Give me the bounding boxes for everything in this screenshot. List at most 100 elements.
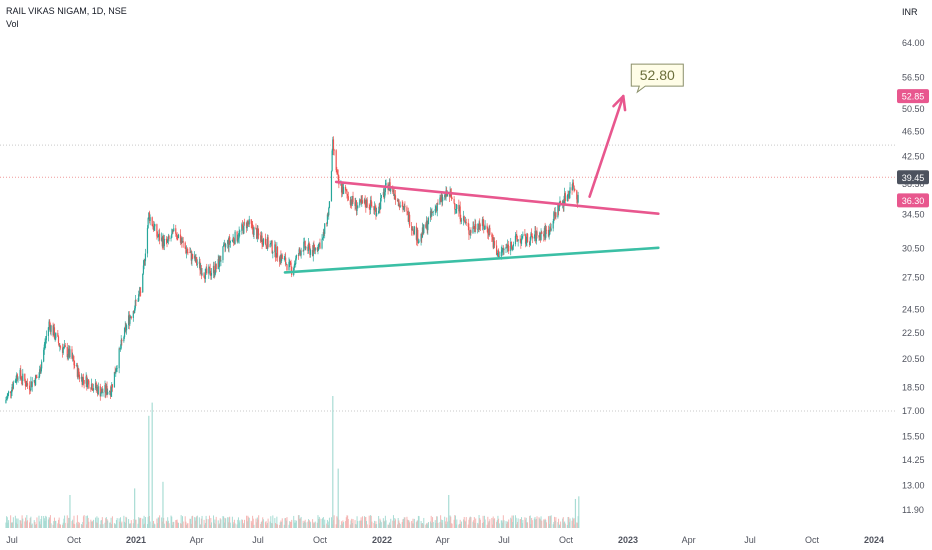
candle-body: [337, 174, 339, 180]
volume-bar: [101, 517, 103, 528]
volume-bar: [236, 524, 238, 528]
target-callout[interactable]: [630, 63, 684, 94]
candle-body: [317, 249, 319, 251]
volume-bar: [247, 515, 249, 528]
volume-bar: [33, 520, 35, 528]
candle-body: [118, 348, 120, 369]
volume-bar: [210, 518, 212, 528]
candle-body: [101, 389, 103, 394]
candle-body: [314, 247, 316, 251]
candle-layer: [5, 136, 579, 404]
candle-body: [492, 239, 494, 248]
volume-bar: [186, 524, 188, 528]
resistance-trendline[interactable]: [334, 180, 660, 216]
candle-body: [335, 150, 337, 171]
candle-body: [369, 200, 372, 210]
candle-body: [543, 227, 546, 237]
candle-body: [78, 374, 80, 379]
volume-indicator-label: Vol: [6, 19, 19, 29]
candle-body: [261, 235, 263, 245]
volume-bar: [105, 517, 107, 528]
volume-bar: [451, 523, 453, 528]
time-axis[interactable]: Jul Oct 2021 Apr Jul Oct 2022 Apr Jul Oct 2023 Apr J…: [6, 535, 884, 545]
candle-body: [371, 205, 373, 207]
volume-bar: [399, 522, 401, 528]
volume-bar: [26, 515, 28, 528]
candle-body: [279, 255, 281, 262]
volume-bar: [550, 515, 552, 528]
volume-bar: [421, 523, 423, 528]
candle-body: [138, 291, 140, 295]
volume-bar: [74, 524, 76, 528]
candle-body: [290, 262, 292, 267]
candle-body: [73, 360, 75, 366]
volume-bar: [171, 524, 173, 528]
candle-body: [365, 205, 367, 208]
candle-body: [165, 238, 167, 240]
candle-body: [114, 371, 116, 374]
candle-body: [101, 389, 103, 393]
candle-body: [328, 208, 330, 216]
volume-bar: [303, 521, 305, 528]
volume-bar: [76, 515, 78, 528]
volume-bar: [359, 520, 361, 528]
support-trendline[interactable]: [283, 246, 660, 274]
target-arrow[interactable]: [588, 94, 625, 198]
volume-bar: [219, 523, 221, 528]
volume-bar: [68, 517, 70, 528]
candle-body: [313, 244, 315, 248]
candle-body: [194, 255, 196, 259]
volume-bar: [88, 521, 90, 528]
volume-bar: [45, 516, 47, 528]
candle-body: [484, 225, 486, 230]
chart-symbol-title: RAIL VIKAS NIGAM, 1D, NSE: [6, 6, 127, 16]
volume-bar: [71, 521, 73, 528]
candle-body: [423, 224, 425, 233]
candle-body: [224, 243, 226, 248]
candle-body: [354, 202, 356, 207]
candle-body: [201, 273, 203, 275]
candle-body: [460, 219, 462, 221]
candle-body: [332, 139, 335, 150]
candle-body: [7, 393, 9, 396]
candle-body: [143, 260, 145, 266]
volume-bar: [57, 523, 59, 528]
candle-body: [361, 200, 363, 203]
candle-body: [533, 236, 535, 239]
candle-body: [506, 244, 508, 248]
volume-bar: [302, 520, 304, 528]
volume-bar: [83, 515, 85, 528]
candle-body: [208, 266, 210, 274]
volume-bar: [125, 516, 127, 528]
time-tick-label: Oct: [67, 535, 82, 545]
candle-body: [349, 199, 351, 205]
price-axis[interactable]: INR 64.0056.5050.5046.5042.5038.5034.503…: [897, 7, 929, 515]
volume-bar: [220, 519, 222, 528]
candle-body: [308, 243, 310, 247]
candle-body: [286, 264, 288, 271]
candle-body: [502, 248, 504, 251]
volume-bar: [360, 517, 362, 528]
candle-body: [553, 212, 555, 222]
candle-body: [76, 364, 78, 377]
volume-bar: [167, 517, 169, 528]
candle-body: [548, 234, 550, 237]
candle-body: [531, 233, 533, 236]
volume-bar: [72, 523, 74, 528]
volume-bar: [392, 520, 394, 528]
volume-bar: [206, 519, 208, 528]
volume-bar: [554, 516, 556, 528]
candle-body: [179, 234, 182, 243]
volume-bar: [450, 523, 452, 528]
candle-body: [21, 380, 23, 381]
volume-bar: [201, 515, 203, 528]
volume-bar: [324, 519, 326, 528]
candle-body: [491, 234, 493, 237]
candle-body: [129, 316, 131, 324]
volume-bar: [347, 518, 349, 528]
volume-bar: [80, 524, 82, 528]
volume-bar: [576, 522, 578, 528]
volume-bar: [426, 522, 428, 528]
candle-body: [76, 364, 78, 366]
